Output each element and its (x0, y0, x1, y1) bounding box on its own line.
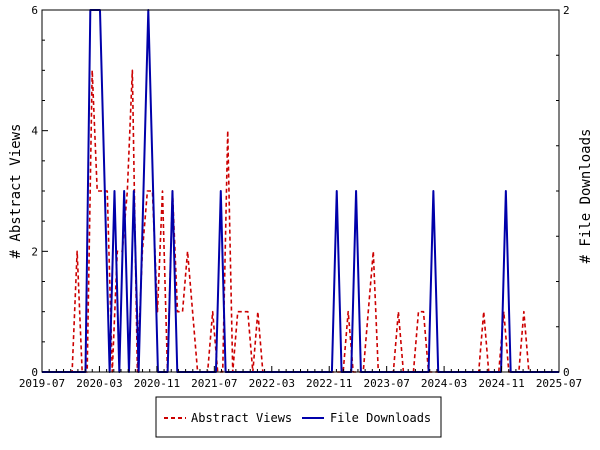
y2-axis-title: # File Downloads (578, 129, 594, 264)
legend-label-file-downloads: File Downloads (330, 411, 431, 425)
x-tick-label: 2024-03 (421, 377, 467, 390)
x-tick-label: 2024-11 (478, 377, 524, 390)
x-tick-label: 2020-11 (134, 377, 180, 390)
y-tick-label: 2 (31, 245, 38, 258)
x-tick-label: 2022-03 (249, 377, 295, 390)
x-tick-label: 2019-07 (19, 377, 65, 390)
y-tick-label: 0 (31, 366, 38, 379)
y2-tick-label: 0 (563, 366, 570, 379)
axis-layer: 2019-07 2020-03 2020-11 2021-07 2022-03 2022-… (19, 4, 582, 390)
x-tick-label: 2020-03 (76, 377, 122, 390)
legend-label-abstract-views: Abstract Views (191, 411, 292, 425)
legend-box (155, 396, 442, 438)
y-axis-title: # Abstract Views (8, 124, 24, 259)
legend: Abstract Views File Downloads (155, 396, 442, 438)
x-tick-label: 2023-07 (363, 377, 409, 390)
x-tick-label: 2021-07 (191, 377, 237, 390)
x-tick-label: 2025-07 (536, 377, 582, 390)
y2-tick-label: 2 (563, 4, 570, 17)
plot-area (42, 10, 559, 372)
y-tick-label: 4 (31, 125, 38, 138)
y-tick-label: 6 (31, 4, 38, 17)
x-tick-label: 2022-11 (306, 377, 352, 390)
